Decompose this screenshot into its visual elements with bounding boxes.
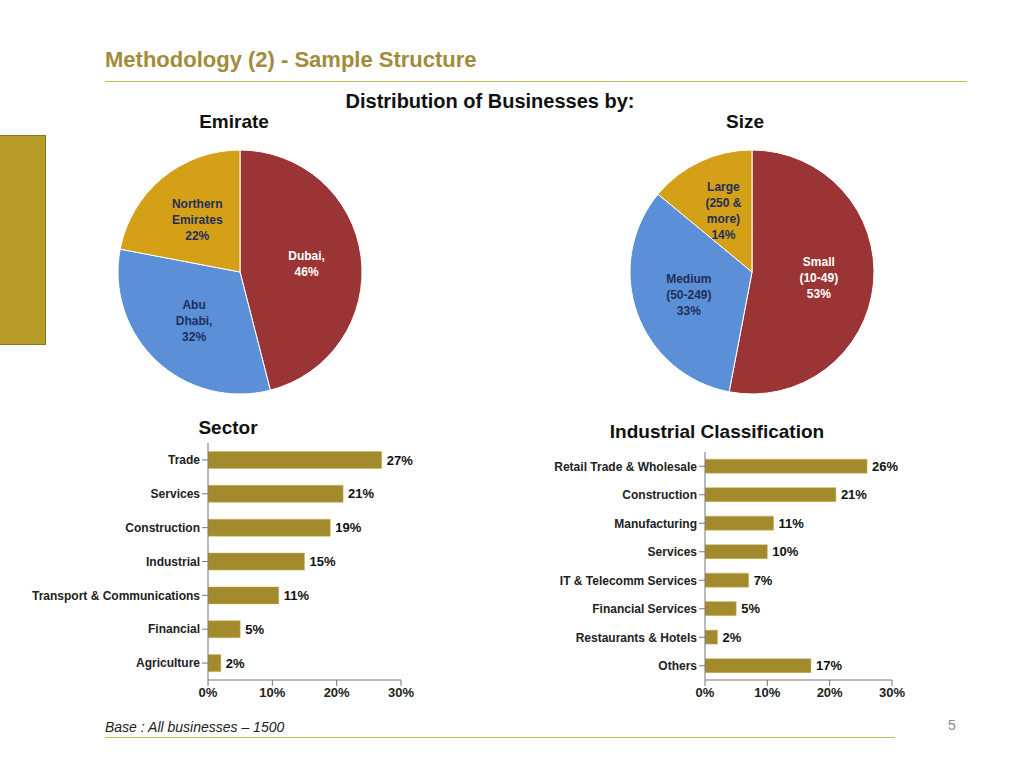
svg-text:Large(250 &more)14%: Large(250 &more)14% [705, 180, 741, 242]
html-text:Base : All businesses – 1500: Base : All businesses – 1500 [105, 719, 285, 735]
svg-text:5%: 5% [741, 601, 760, 616]
svg-text:30%: 30% [388, 685, 414, 700]
svg-text:2%: 2% [226, 656, 245, 671]
svg-text:Others: Others [658, 659, 697, 673]
svg-text:Dubai,46%: Dubai,46% [288, 249, 325, 279]
svg-text:Services: Services [648, 545, 698, 559]
html-text:Emirate: Emirate [199, 111, 269, 132]
svg-text:20%: 20% [324, 685, 350, 700]
svg-text:Construction: Construction [125, 521, 200, 535]
svg-text:IT & Telecomm Services: IT & Telecomm Services [560, 574, 698, 588]
svg-text:Industrial: Industrial [146, 555, 200, 569]
svg-text:21%: 21% [841, 487, 867, 502]
svg-text:Financial: Financial [148, 622, 200, 636]
svg-text:21%: 21% [348, 486, 374, 501]
svg-text:27%: 27% [387, 453, 413, 468]
svg-text:Retail Trade & Wholesale: Retail Trade & Wholesale [554, 460, 697, 474]
svg-text:5%: 5% [245, 622, 264, 637]
svg-text:NorthernEmirates22%: NorthernEmirates22% [172, 197, 223, 243]
svg-text:Trade: Trade [168, 453, 200, 467]
svg-text:Construction: Construction [622, 488, 697, 502]
svg-text:19%: 19% [335, 520, 361, 535]
svg-text:10%: 10% [754, 685, 780, 700]
html-text:Methodology (2) - Sample Struc: Methodology (2) - Sample Structure [105, 47, 477, 72]
svg-text:10%: 10% [259, 685, 285, 700]
svg-text:17%: 17% [816, 658, 842, 673]
html-text:Sector: Sector [198, 417, 258, 438]
html-text:Industrial Classification: Industrial Classification [609, 421, 825, 442]
svg-text:30%: 30% [879, 685, 905, 700]
svg-text:Financial Services: Financial Services [592, 602, 697, 616]
svg-text:7%: 7% [754, 573, 773, 588]
svg-text:AbuDhabi,32%: AbuDhabi,32% [176, 298, 213, 344]
svg-text:Manufacturing: Manufacturing [614, 517, 697, 531]
html-text:Distribution of Businesses by:: Distribution of Businesses by: [345, 90, 635, 112]
svg-text:Transport & Communications: Transport & Communications [32, 589, 200, 603]
svg-text:Medium(50-249)33%: Medium(50-249)33% [666, 272, 711, 318]
svg-text:Restaurants & Hotels: Restaurants & Hotels [576, 631, 698, 645]
svg-text:2%: 2% [722, 630, 741, 645]
svg-text:10%: 10% [772, 544, 798, 559]
html-text:5: 5 [948, 717, 956, 733]
svg-text:26%: 26% [872, 459, 898, 474]
svg-text:15%: 15% [310, 554, 336, 569]
svg-text:Small(10-49)53%: Small(10-49)53% [799, 255, 838, 301]
svg-text:11%: 11% [779, 516, 805, 531]
svg-text:Services: Services [151, 487, 201, 501]
html-text:Size: Size [726, 111, 764, 132]
svg-text:0%: 0% [696, 685, 715, 700]
svg-text:0%: 0% [199, 685, 218, 700]
svg-text:20%: 20% [817, 685, 843, 700]
svg-text:Agriculture: Agriculture [136, 656, 200, 670]
svg-text:11%: 11% [284, 588, 310, 603]
